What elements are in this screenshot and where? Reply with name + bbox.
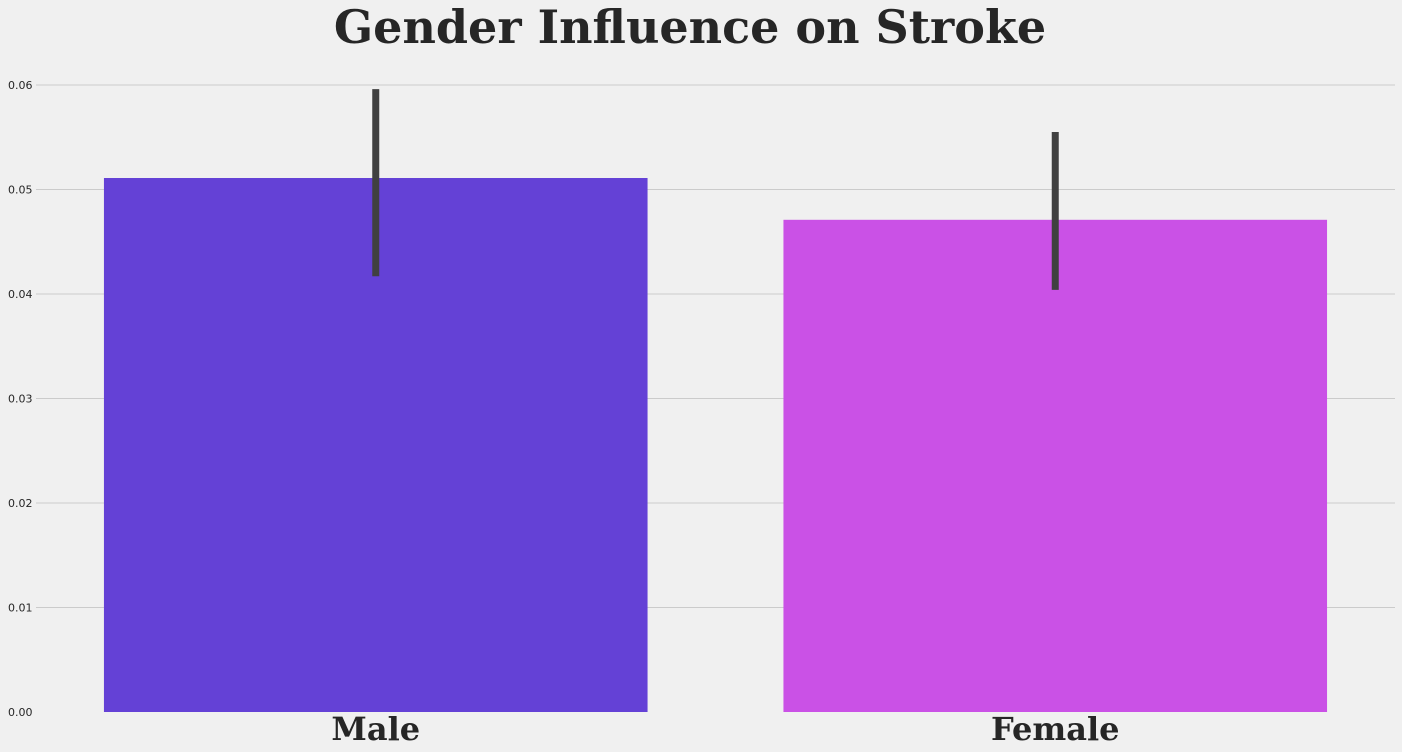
y-axis-ticks: 0.00 0.01 0.02 0.03 0.04 0.05 0.06 xyxy=(8,79,33,719)
x-axis-ticks: Male Female xyxy=(331,710,1119,748)
y-tick-label: 0.00 xyxy=(8,706,33,719)
bar-female xyxy=(783,219,1328,712)
y-tick-label: 0.06 xyxy=(8,79,33,92)
y-tick-label: 0.02 xyxy=(8,497,33,510)
error-bars xyxy=(372,89,1059,290)
x-tick-label: Male xyxy=(331,710,420,748)
y-tick-label: 0.03 xyxy=(8,393,33,406)
y-tick-label: 0.01 xyxy=(8,602,33,615)
y-tick-label: 0.04 xyxy=(8,288,33,301)
bars xyxy=(103,178,1328,712)
chart-title: Gender Influence on Stroke xyxy=(333,0,1047,54)
x-tick-label: Female xyxy=(991,710,1119,748)
y-tick-label: 0.05 xyxy=(8,184,33,197)
